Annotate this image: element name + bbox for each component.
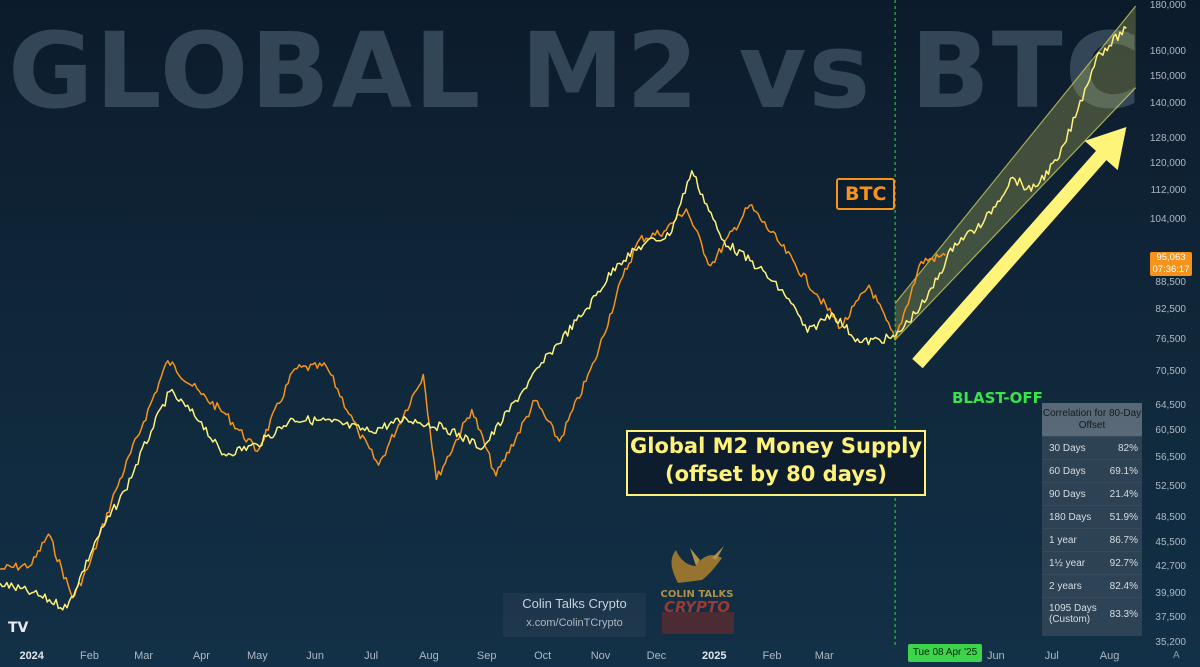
y-tick-label: 140,000 xyxy=(1149,98,1186,110)
correlation-title: Correlation for 80-Day Offset xyxy=(1042,403,1142,436)
chart-title: GLOBAL M2 vs BTC xyxy=(8,10,1144,132)
correlation-value: 92.7% xyxy=(1109,557,1138,569)
correlation-value: 83.3% xyxy=(1109,608,1138,620)
correlation-table: Correlation for 80-Day Offset 30 Days 82%… xyxy=(1042,403,1142,636)
y-tick-label: 70,500 xyxy=(1155,365,1186,377)
y-tick-label: 39,900 xyxy=(1155,587,1186,599)
logo-text: COLIN TALKS CRYPTO xyxy=(656,588,738,616)
correlation-period: 2 years xyxy=(1049,580,1082,592)
correlation-value: 51.9% xyxy=(1109,511,1138,523)
x-tick-label: Nov xyxy=(590,650,611,662)
x-tick-label: Mar xyxy=(134,650,154,662)
y-tick-label: 42,700 xyxy=(1155,561,1186,573)
logo-big-text: CRYPTO xyxy=(663,598,731,616)
x-tick-label: Oct xyxy=(534,650,552,662)
correlation-row: 60 Days 69.1% xyxy=(1042,459,1142,482)
correlation-period: 180 Days xyxy=(1049,511,1092,523)
correlation-row: 180 Days 51.9% xyxy=(1042,505,1142,528)
m2-label-line2: (offset by 80 days) xyxy=(664,462,888,486)
correlation-value: 86.7% xyxy=(1109,534,1138,546)
x-tick-label: Apr xyxy=(192,650,210,662)
correlation-row: 1 year 86.7% xyxy=(1042,528,1142,551)
correlation-period: 90 Days xyxy=(1049,488,1086,500)
auto-scale-button[interactable]: A xyxy=(1173,650,1180,661)
m2-line xyxy=(0,26,1127,611)
y-tick-label: 48,500 xyxy=(1155,511,1186,523)
correlation-row: 2 years 82.4% xyxy=(1042,574,1142,597)
correlation-row: 90 Days 21.4% xyxy=(1042,482,1142,505)
m2-label-line1: Global M2 Money Supply xyxy=(630,434,922,458)
y-tick-label: 180,000 xyxy=(1149,0,1186,11)
channel-upper-line xyxy=(894,5,1137,304)
x-tick-label: 2025 xyxy=(701,650,727,662)
correlation-period: 1 year xyxy=(1049,534,1077,546)
y-tick-label: 120,000 xyxy=(1149,158,1186,170)
blast-off-label: BLAST-OFF xyxy=(952,389,1043,407)
candle-countdown: 07:36:17 xyxy=(1152,264,1190,275)
correlation-period: 1½ year xyxy=(1049,557,1086,569)
m2-series-label: Global M2 Money Supply (offset by 80 day… xyxy=(626,430,926,496)
x-tick-label: Jun xyxy=(306,650,325,662)
watermark: Colin Talks Crypto x.com/ColinTCrypto xyxy=(503,593,646,637)
correlation-value: 82.4% xyxy=(1109,580,1138,592)
correlation-row: 1095 Days (Custom) 83.3% xyxy=(1042,597,1142,630)
correlation-period: 1095 Days (Custom) xyxy=(1049,603,1097,625)
y-tick-label: 112,000 xyxy=(1150,185,1186,197)
x-tick-label: Dec xyxy=(646,650,667,662)
y-tick-label: 104,000 xyxy=(1149,214,1186,226)
logo-small-text: COLIN TALKS xyxy=(660,589,734,600)
x-tick-label: Aug xyxy=(419,650,439,662)
current-price: 95,063 xyxy=(1156,252,1186,263)
x-tick-label: Jun xyxy=(986,650,1005,662)
current-price-tag: 95,063 07:36:17 xyxy=(1150,252,1192,276)
btc-series-label: BTC xyxy=(836,178,896,210)
y-tick-label: 82,500 xyxy=(1155,304,1186,316)
x-tick-label: 2024 xyxy=(19,650,44,662)
y-tick-label: 76,500 xyxy=(1155,333,1186,345)
y-tick-label: 88,500 xyxy=(1155,277,1186,289)
y-tick-label: 56,500 xyxy=(1155,452,1186,464)
watermark-url: x.com/ColinTCrypto xyxy=(526,617,623,629)
correlation-period: 30 Days xyxy=(1049,442,1086,454)
x-tick-label: May xyxy=(246,650,268,662)
x-tick-label: Sep xyxy=(476,650,497,662)
projection-channel xyxy=(894,5,1137,341)
channel-lower-line xyxy=(894,87,1137,341)
watermark-name: Colin Talks Crypto xyxy=(522,596,627,611)
correlation-row: 30 Days 82% xyxy=(1042,436,1142,459)
correlation-value: 21.4% xyxy=(1109,488,1138,500)
y-tick-label: 150,000 xyxy=(1149,71,1186,83)
y-tick-label: 128,000 xyxy=(1149,133,1186,145)
correlation-row: 1½ year 92.7% xyxy=(1042,551,1142,574)
x-tick-label: Aug xyxy=(1099,650,1120,662)
correlation-value: 82% xyxy=(1117,442,1138,454)
channel-fill xyxy=(895,6,1136,340)
btc-line xyxy=(0,204,946,599)
blast-off-arrow xyxy=(912,127,1127,369)
x-tick-label: Jul xyxy=(1044,650,1059,662)
y-tick-label: 35,200 xyxy=(1155,636,1186,648)
correlation-value: 69.1% xyxy=(1109,465,1138,477)
y-tick-label: 160,000 xyxy=(1149,45,1186,57)
cursor-date-tag: Tue 08 Apr '25 xyxy=(908,644,982,662)
x-tick-label: Mar xyxy=(814,650,834,662)
y-tick-label: 64,500 xyxy=(1155,400,1186,412)
y-tick-label: 52,500 xyxy=(1155,480,1186,492)
x-tick-label: Feb xyxy=(762,650,782,662)
tradingview-logo[interactable]: TV xyxy=(8,620,29,636)
correlation-period: 60 Days xyxy=(1049,465,1086,477)
x-tick-label: Feb xyxy=(80,650,99,662)
arrow-shape xyxy=(912,127,1127,369)
y-tick-label: 37,500 xyxy=(1155,612,1186,624)
y-tick-label: 60,500 xyxy=(1155,425,1186,437)
series-layer xyxy=(0,26,1127,611)
x-tick-label: Jul xyxy=(364,650,379,662)
y-tick-label: 45,500 xyxy=(1155,536,1186,548)
